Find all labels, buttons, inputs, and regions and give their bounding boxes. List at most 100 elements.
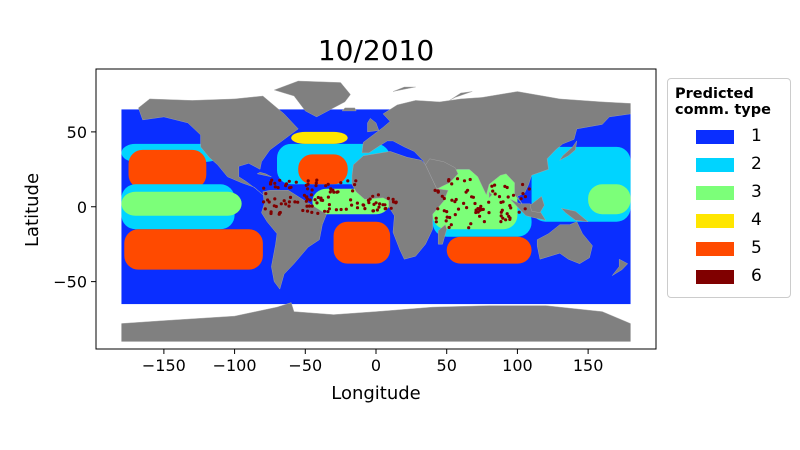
- legend-label: 5: [751, 238, 762, 258]
- point-type-6: [468, 177, 472, 182]
- land-north-america: [138, 95, 299, 195]
- point-type-6: [267, 200, 271, 204]
- point-type-6: [327, 207, 331, 211]
- point-type-6: [474, 210, 478, 215]
- x-tick-label: 100: [502, 356, 533, 375]
- legend-title-line: comm. type: [675, 102, 771, 118]
- point-type-6: [327, 203, 331, 207]
- point-type-6: [462, 179, 467, 183]
- y-axis-label: Latitude: [22, 173, 43, 247]
- point-type-6: [316, 195, 320, 200]
- point-type-6: [501, 216, 505, 220]
- point-type-6: [293, 200, 297, 204]
- legend-swatch: [696, 242, 734, 256]
- point-type-6: [288, 186, 292, 190]
- point-type-6: [519, 197, 523, 201]
- point-type-6: [378, 202, 382, 206]
- land-south-america: [261, 190, 327, 290]
- point-type-6: [310, 204, 314, 208]
- point-type-6: [309, 193, 313, 197]
- region-type-5: [333, 221, 391, 264]
- land-iceland: [341, 107, 357, 112]
- point-type-6: [434, 216, 438, 220]
- point-type-6: [505, 212, 509, 216]
- point-type-6: [274, 204, 278, 209]
- point-type-6: [467, 226, 471, 230]
- point-type-6: [517, 210, 521, 214]
- point-type-6: [310, 188, 314, 192]
- point-type-6: [462, 201, 466, 205]
- x-axis-label: Longitude: [331, 383, 421, 404]
- point-type-6: [315, 201, 319, 205]
- land-borneo: [529, 195, 545, 213]
- point-type-6: [511, 193, 516, 197]
- point-type-6: [527, 187, 531, 191]
- legend-swatch: [696, 130, 734, 144]
- point-type-6: [301, 208, 305, 213]
- point-type-6: [273, 185, 277, 189]
- point-type-6: [279, 202, 283, 206]
- region-type-5: [446, 236, 532, 264]
- legend-swatch: [696, 214, 734, 228]
- point-type-6: [314, 181, 318, 185]
- point-type-6: [262, 200, 266, 204]
- point-type-6: [474, 208, 478, 212]
- point-type-6: [491, 189, 495, 193]
- point-type-6: [334, 208, 338, 212]
- land-antarctica: [121, 302, 631, 342]
- point-type-6: [473, 201, 477, 206]
- legend-label: 3: [751, 182, 762, 202]
- land-new-zealand: [612, 258, 629, 276]
- point-type-6: [476, 210, 480, 214]
- point-type-6: [506, 195, 510, 199]
- point-type-6: [339, 207, 343, 212]
- point-type-6: [507, 214, 511, 218]
- point-type-6: [391, 197, 395, 201]
- legend-title: Predicted comm. type: [675, 86, 771, 118]
- x-axis-ticks: −150 −100 −50 0 50 100 150: [142, 349, 603, 375]
- point-type-6: [503, 184, 507, 188]
- point-type-6: [354, 179, 358, 183]
- y-tick-label: −50: [53, 273, 87, 292]
- point-type-6: [479, 204, 483, 208]
- point-type-6: [268, 182, 273, 186]
- point-type-6: [316, 211, 320, 215]
- point-type-6: [482, 220, 486, 224]
- point-type-6: [278, 178, 282, 182]
- point-type-6: [324, 184, 328, 188]
- point-type-6: [508, 204, 512, 208]
- region-type-3: [121, 191, 242, 216]
- point-type-6: [487, 200, 491, 204]
- legend-label: 6: [751, 266, 762, 286]
- point-type-6: [389, 206, 393, 210]
- point-type-6: [445, 215, 449, 219]
- point-type-6: [371, 209, 376, 213]
- land-uk: [367, 118, 380, 133]
- point-type-6: [499, 200, 503, 204]
- point-type-6: [326, 210, 330, 214]
- legend-title-line: Predicted: [675, 86, 754, 102]
- land-indonesia: [510, 199, 547, 221]
- point-type-6: [493, 192, 497, 196]
- region-type-4: [291, 131, 348, 144]
- point-type-6: [497, 195, 502, 199]
- point-type-6: [351, 189, 355, 193]
- point-type-6: [326, 195, 330, 199]
- point-type-6: [523, 207, 527, 211]
- point-type-6: [442, 209, 446, 213]
- point-type-6: [508, 217, 512, 221]
- point-type-6: [319, 196, 323, 200]
- land-africa: [351, 151, 449, 260]
- type6-points: [262, 177, 531, 230]
- point-type-6: [355, 201, 359, 205]
- point-type-6: [363, 207, 367, 211]
- legend-label: 4: [751, 210, 762, 230]
- point-type-6: [433, 188, 437, 192]
- x-tick-label: −150: [142, 356, 186, 375]
- region-type-5: [124, 229, 263, 270]
- point-type-6: [350, 203, 354, 207]
- point-type-6: [434, 220, 438, 224]
- plot-area: [96, 69, 656, 349]
- point-type-6: [344, 207, 348, 211]
- land-australia: [537, 221, 593, 264]
